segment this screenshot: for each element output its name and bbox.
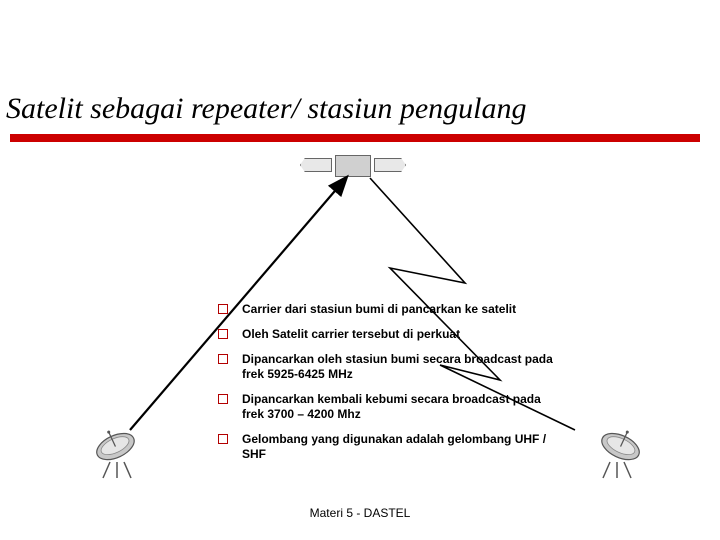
bullet-item: Oleh Satelit carrier tersebut di perkuat [218, 327, 558, 342]
bullet-item: Dipancarkan oleh stasiun bumi secara bro… [218, 352, 558, 382]
footer-text: Materi 5 - DASTEL [0, 506, 720, 520]
bullet-text: Oleh Satelit carrier tersebut di perkuat [242, 327, 460, 342]
satellite-panel-right [374, 158, 406, 172]
page-title: Satelit sebagai repeater/ stasiun pengul… [6, 92, 527, 126]
bullet-list: Carrier dari stasiun bumi di pancarkan k… [218, 302, 558, 472]
bullet-marker-icon [218, 394, 228, 404]
bullet-text: Gelombang yang digunakan adalah gelomban… [242, 432, 558, 462]
bullet-item: Carrier dari stasiun bumi di pancarkan k… [218, 302, 558, 317]
bullet-text: Dipancarkan kembali kebumi secara broadc… [242, 392, 558, 422]
satellite-body [335, 155, 371, 177]
bullet-text: Carrier dari stasiun bumi di pancarkan k… [242, 302, 516, 317]
bullet-text: Dipancarkan oleh stasiun bumi secara bro… [242, 352, 558, 382]
bullet-marker-icon [218, 354, 228, 364]
title-underline [10, 134, 700, 142]
bullet-item: Gelombang yang digunakan adalah gelomban… [218, 432, 558, 462]
bullet-marker-icon [218, 329, 228, 339]
bullet-marker-icon [218, 434, 228, 444]
ground-station-left [88, 422, 148, 487]
ground-station-right [588, 422, 648, 487]
bullet-item: Dipancarkan kembali kebumi secara broadc… [218, 392, 558, 422]
bullet-marker-icon [218, 304, 228, 314]
satellite-panel-left [300, 158, 332, 172]
